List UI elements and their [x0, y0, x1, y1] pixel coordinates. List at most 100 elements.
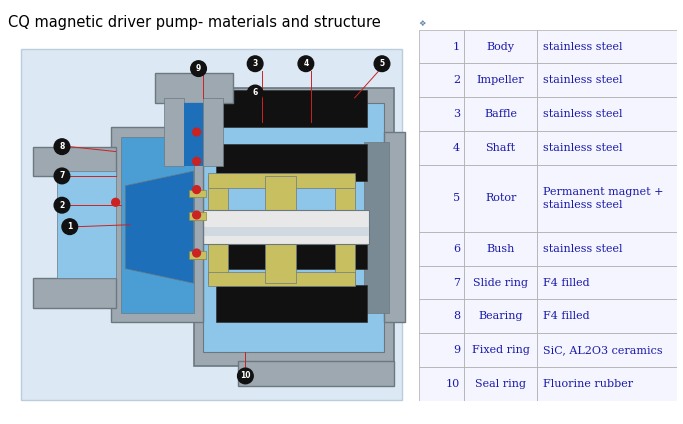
Circle shape — [54, 198, 70, 213]
Circle shape — [193, 211, 201, 219]
Text: Bearing: Bearing — [478, 311, 523, 321]
FancyBboxPatch shape — [419, 367, 464, 401]
Circle shape — [374, 56, 390, 72]
Text: 7: 7 — [59, 171, 65, 181]
Text: 10: 10 — [446, 379, 460, 389]
Text: SiC, AL2O3 ceramics: SiC, AL2O3 ceramics — [542, 345, 663, 355]
FancyBboxPatch shape — [464, 367, 538, 401]
FancyBboxPatch shape — [208, 176, 228, 283]
Text: 2: 2 — [453, 75, 460, 85]
FancyBboxPatch shape — [464, 131, 538, 165]
Text: stainless steel: stainless steel — [542, 75, 622, 85]
Text: Fluorine rubber: Fluorine rubber — [542, 379, 632, 389]
Circle shape — [193, 128, 201, 136]
FancyBboxPatch shape — [189, 190, 206, 198]
Circle shape — [238, 368, 253, 384]
FancyBboxPatch shape — [189, 212, 206, 220]
FancyBboxPatch shape — [464, 97, 538, 131]
FancyBboxPatch shape — [216, 90, 367, 127]
Text: F4 filled: F4 filled — [542, 311, 589, 321]
FancyBboxPatch shape — [538, 131, 677, 165]
Text: stainless steel: stainless steel — [542, 244, 622, 254]
Polygon shape — [126, 171, 194, 283]
Text: Permanent magnet +
stainless steel: Permanent magnet + stainless steel — [542, 187, 663, 210]
FancyBboxPatch shape — [199, 210, 370, 244]
FancyBboxPatch shape — [111, 127, 204, 322]
FancyBboxPatch shape — [464, 165, 538, 232]
Text: 3: 3 — [453, 109, 460, 119]
FancyBboxPatch shape — [419, 333, 464, 367]
Text: 5: 5 — [453, 193, 460, 204]
FancyBboxPatch shape — [165, 98, 184, 166]
FancyBboxPatch shape — [538, 30, 677, 64]
Circle shape — [247, 56, 263, 72]
FancyBboxPatch shape — [208, 271, 354, 286]
FancyBboxPatch shape — [464, 232, 538, 266]
FancyBboxPatch shape — [199, 227, 370, 237]
FancyBboxPatch shape — [464, 333, 538, 367]
FancyBboxPatch shape — [419, 30, 464, 64]
FancyBboxPatch shape — [538, 232, 677, 266]
Text: Impeller: Impeller — [477, 75, 525, 85]
FancyBboxPatch shape — [216, 232, 367, 269]
Text: 8: 8 — [453, 311, 460, 321]
FancyBboxPatch shape — [419, 64, 464, 97]
Text: stainless steel: stainless steel — [542, 143, 622, 153]
Circle shape — [54, 168, 70, 184]
FancyBboxPatch shape — [189, 251, 206, 259]
Circle shape — [298, 56, 313, 72]
Text: Fixed ring: Fixed ring — [472, 345, 529, 355]
FancyBboxPatch shape — [265, 176, 296, 283]
FancyBboxPatch shape — [419, 165, 464, 232]
Text: CQ magnetic driver pump- materials and structure: CQ magnetic driver pump- materials and s… — [8, 15, 381, 30]
FancyBboxPatch shape — [57, 171, 115, 279]
FancyBboxPatch shape — [204, 103, 384, 351]
FancyBboxPatch shape — [365, 142, 389, 312]
Text: Shaft: Shaft — [486, 143, 516, 153]
FancyBboxPatch shape — [33, 279, 115, 308]
FancyBboxPatch shape — [216, 285, 367, 322]
FancyBboxPatch shape — [184, 103, 204, 166]
FancyBboxPatch shape — [538, 64, 677, 97]
FancyBboxPatch shape — [419, 131, 464, 165]
FancyBboxPatch shape — [120, 137, 194, 312]
Text: 3: 3 — [253, 59, 257, 68]
Text: Baffle: Baffle — [484, 109, 517, 119]
Text: 9: 9 — [453, 345, 460, 355]
Text: 7: 7 — [453, 278, 460, 287]
Text: 5: 5 — [380, 59, 385, 68]
Circle shape — [191, 61, 206, 76]
Text: Seal ring: Seal ring — [475, 379, 526, 389]
Text: 4: 4 — [303, 59, 309, 68]
Text: Rotor: Rotor — [485, 193, 516, 204]
Text: ❖: ❖ — [419, 19, 426, 28]
FancyBboxPatch shape — [464, 64, 538, 97]
FancyBboxPatch shape — [238, 361, 393, 386]
FancyBboxPatch shape — [464, 266, 538, 299]
FancyBboxPatch shape — [419, 97, 464, 131]
Text: stainless steel: stainless steel — [542, 109, 622, 119]
FancyBboxPatch shape — [208, 173, 354, 188]
Text: 8: 8 — [59, 142, 65, 151]
Text: 10: 10 — [240, 371, 251, 380]
Text: Slide ring: Slide ring — [473, 278, 528, 287]
Text: F4 filled: F4 filled — [542, 278, 589, 287]
Circle shape — [193, 157, 201, 165]
FancyBboxPatch shape — [538, 266, 677, 299]
FancyBboxPatch shape — [538, 333, 677, 367]
Circle shape — [62, 219, 78, 234]
Text: 9: 9 — [196, 64, 201, 73]
Circle shape — [247, 85, 263, 101]
FancyBboxPatch shape — [538, 165, 677, 232]
FancyBboxPatch shape — [419, 266, 464, 299]
Text: 6: 6 — [453, 244, 460, 254]
FancyBboxPatch shape — [21, 49, 402, 400]
FancyBboxPatch shape — [384, 132, 406, 322]
FancyBboxPatch shape — [216, 144, 367, 181]
Text: stainless steel: stainless steel — [542, 42, 622, 52]
FancyBboxPatch shape — [464, 299, 538, 333]
Circle shape — [193, 186, 201, 193]
FancyBboxPatch shape — [154, 73, 233, 103]
FancyBboxPatch shape — [538, 299, 677, 333]
Text: 1: 1 — [453, 42, 460, 52]
